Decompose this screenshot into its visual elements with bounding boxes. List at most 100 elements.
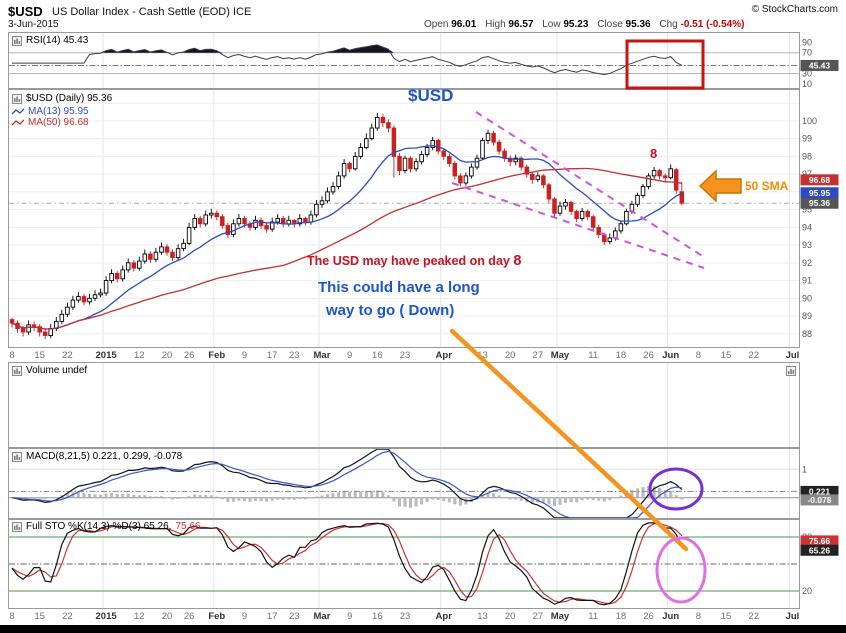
svg-text:17: 17 xyxy=(267,611,278,622)
svg-text:23: 23 xyxy=(289,350,300,361)
close-label: Close xyxy=(597,19,623,30)
svg-text:-0.078: -0.078 xyxy=(807,495,831,505)
price-legend-ma50: MA(50) 96.68 xyxy=(12,117,89,128)
svg-text:88: 88 xyxy=(802,329,812,339)
svg-text:96.68: 96.68 xyxy=(809,175,831,185)
svg-text:Jun: Jun xyxy=(662,350,679,361)
svg-text:May: May xyxy=(551,350,570,361)
price-panel-icon xyxy=(12,93,22,104)
svg-text:11: 11 xyxy=(588,611,598,622)
svg-text:16: 16 xyxy=(372,350,383,361)
high-label: High xyxy=(485,19,506,30)
chg-label: Chg xyxy=(659,19,678,30)
svg-text:20: 20 xyxy=(802,586,812,596)
svg-text:89: 89 xyxy=(802,311,812,321)
svg-text:30: 30 xyxy=(802,68,812,78)
svg-text:23: 23 xyxy=(289,611,300,622)
svg-text:99: 99 xyxy=(802,134,812,144)
svg-text:27: 27 xyxy=(533,611,544,622)
svg-text:8: 8 xyxy=(9,611,14,622)
sto-d-value: 75.66 xyxy=(175,521,201,532)
svg-text:May: May xyxy=(551,611,570,622)
svg-text:Apr: Apr xyxy=(436,350,453,361)
svg-text:20: 20 xyxy=(505,350,516,361)
svg-text:26: 26 xyxy=(643,350,654,361)
volume-panel-icon xyxy=(12,365,22,376)
macd-legend-label: MACD(8,21,5) 0.221, 0.299, -0.078 xyxy=(26,451,183,462)
svg-text:27: 27 xyxy=(533,350,544,361)
open-label: Open xyxy=(424,19,449,30)
svg-text:22: 22 xyxy=(62,350,73,361)
svg-text:13: 13 xyxy=(477,611,488,622)
svg-text:65.26: 65.26 xyxy=(809,545,831,555)
macd-legend: MACD(8,21,5) 0.221, 0.299, -0.078 xyxy=(12,451,182,462)
svg-text:15: 15 xyxy=(721,350,732,361)
svg-text:13: 13 xyxy=(477,350,488,361)
svg-text:95.95: 95.95 xyxy=(809,188,831,198)
ma50-line-icon xyxy=(12,119,24,125)
rsi-legend-label: RSI(14) 45.43 xyxy=(26,35,89,46)
bottom-black-bar xyxy=(0,625,846,633)
svg-text:26: 26 xyxy=(643,611,654,622)
svg-text:Jul: Jul xyxy=(786,611,800,622)
price-legend-main: $USD (Daily) 95.36 xyxy=(12,93,112,104)
longway-annotation-line1: This could have a long xyxy=(318,279,480,296)
x-axis-labels-upper: 8 15 22 2015 12 20 26 Feb 9 17 23 Mar 9 16 23 Apr 13 20 27… xyxy=(9,350,800,361)
svg-text:Feb: Feb xyxy=(208,611,225,622)
svg-text:100: 100 xyxy=(802,116,817,126)
svg-text:95: 95 xyxy=(802,205,812,215)
svg-text:Feb: Feb xyxy=(208,350,225,361)
svg-text:22: 22 xyxy=(748,611,759,622)
svg-text:15: 15 xyxy=(721,611,732,622)
svg-text:9: 9 xyxy=(242,350,247,361)
svg-text:92: 92 xyxy=(802,258,812,268)
rsi-panel: 90 70 30 10 45.43 xyxy=(0,32,846,89)
svg-text:Apr: Apr xyxy=(436,611,453,622)
open-value: 96.01 xyxy=(451,19,477,30)
svg-text:98: 98 xyxy=(802,151,812,161)
svg-text:0.221: 0.221 xyxy=(809,486,831,496)
svg-text:23: 23 xyxy=(400,350,411,361)
quote-line: Open 96.01 High 96.57 Low 95.23 Close 95… xyxy=(418,19,744,30)
high-value: 96.57 xyxy=(508,19,534,30)
ma13-line-icon xyxy=(12,108,24,114)
svg-text:Jul: Jul xyxy=(786,350,800,361)
svg-text:12: 12 xyxy=(134,350,145,361)
sma50-annotation-label: 50 SMA xyxy=(745,179,789,193)
svg-text:10: 10 xyxy=(802,79,812,89)
svg-text:1: 1 xyxy=(802,464,807,474)
volume-legend: Volume undef xyxy=(12,365,87,376)
rsi-legend: RSI(14) 45.43 xyxy=(12,35,88,46)
ma13-legend-label: MA(13) 95.95 xyxy=(28,106,89,117)
svg-text:97: 97 xyxy=(802,169,812,179)
svg-text:8: 8 xyxy=(9,350,14,361)
low-value: 95.23 xyxy=(563,19,589,30)
copyright: © StockCharts.com xyxy=(751,4,838,15)
svg-text:15: 15 xyxy=(34,350,45,361)
rsi-panel-icon xyxy=(12,35,22,46)
ma50-legend-label: MA(50) 96.68 xyxy=(28,117,89,128)
usd-annotation-label: $USD xyxy=(408,86,454,105)
x-axis-labels-lower: 8 15 22 2015 12 20 26 Feb 9 17 23 Mar 9 16 23 Apr 13 20 27… xyxy=(9,611,800,622)
svg-text:18: 18 xyxy=(616,611,627,622)
svg-text:15: 15 xyxy=(34,611,45,622)
volume-right-icon-wrap xyxy=(786,366,796,376)
svg-text:11: 11 xyxy=(588,350,598,361)
sto-legend-label: Full STO %K(14,3) %D(3) 65.26, xyxy=(26,521,172,532)
svg-text:18: 18 xyxy=(616,350,627,361)
svg-text:12: 12 xyxy=(134,611,145,622)
svg-text:94: 94 xyxy=(802,222,812,232)
svg-text:2015: 2015 xyxy=(96,350,118,361)
x-axis-upper: 8 15 22 2015 12 20 26 Feb 9 17 23 Mar 9 16 23 Apr 13 20 27… xyxy=(0,348,846,362)
chg-value: -0.51 (-0.54%) xyxy=(680,19,745,30)
svg-text:23: 23 xyxy=(400,611,411,622)
svg-text:Jun: Jun xyxy=(662,611,679,622)
chart-title: US Dollar Index - Cash Settle (EOD) ICE xyxy=(52,6,252,18)
sto-panel-icon xyxy=(12,521,22,532)
svg-text:16: 16 xyxy=(372,611,383,622)
svg-text:20: 20 xyxy=(505,611,516,622)
peaked-annotation-day: 8 xyxy=(513,253,522,269)
